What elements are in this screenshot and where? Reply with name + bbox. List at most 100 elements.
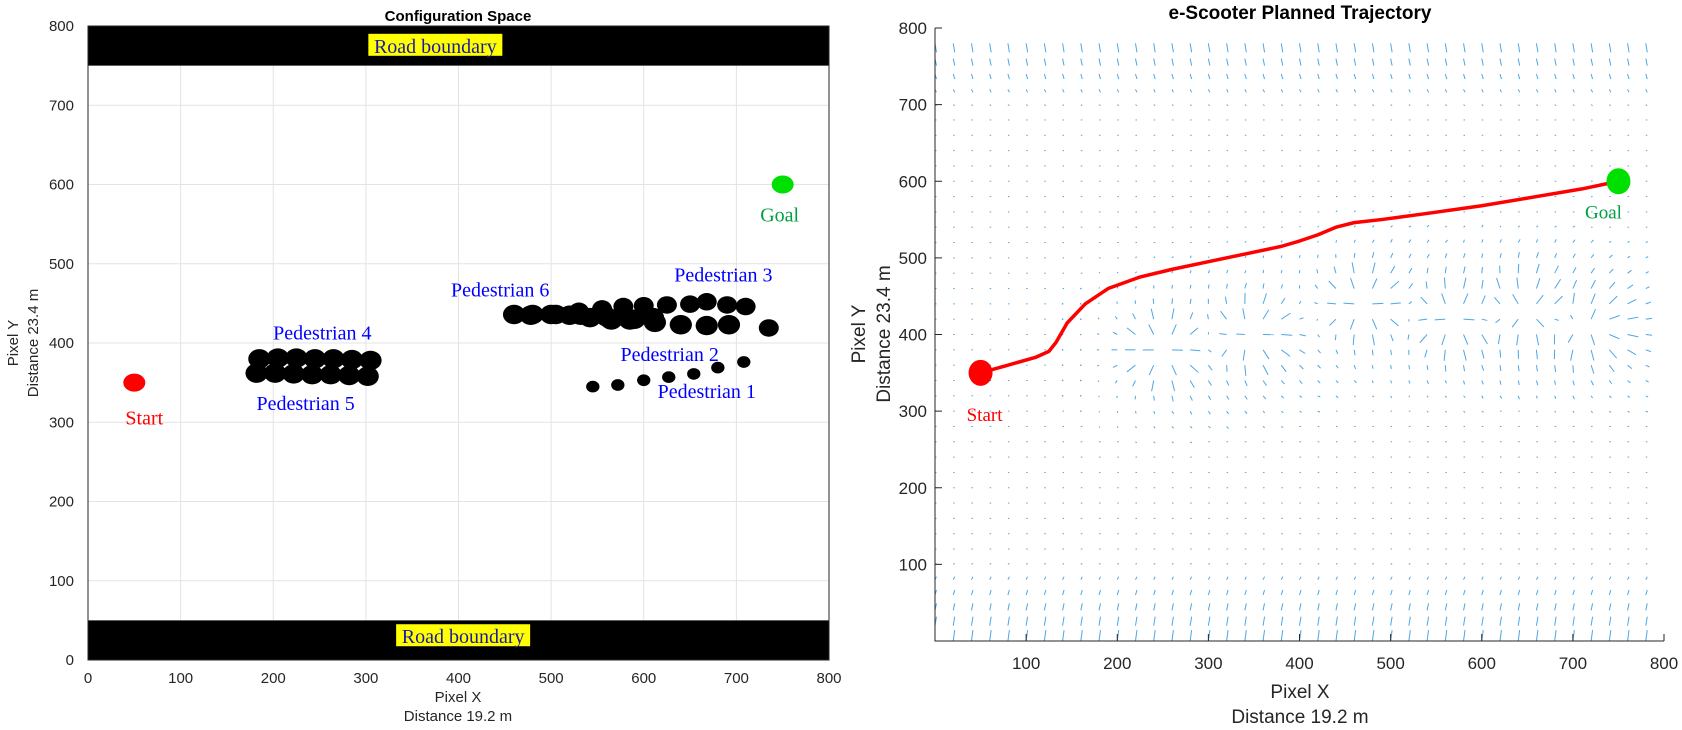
trajectory-line	[978, 179, 1621, 375]
right-y-tick-label: 500	[899, 249, 927, 268]
quiver-arrow	[1353, 616, 1357, 626]
quiver-arrow	[970, 43, 974, 53]
quiver-arrow	[1317, 603, 1320, 611]
quiver-arrow	[1441, 334, 1446, 346]
quiver-arrow	[952, 104, 956, 107]
quiver-arrow	[1171, 73, 1174, 80]
quiver-arrow	[1208, 562, 1211, 565]
quiver-arrow	[1590, 279, 1596, 289]
quiver-arrow	[1590, 43, 1594, 53]
quiver-arrow	[1499, 365, 1502, 371]
right-y-tick-label: 700	[899, 96, 927, 115]
quiver-arrow	[1608, 576, 1612, 580]
quiver-arrow	[1371, 252, 1375, 258]
quiver-arrow	[1353, 58, 1357, 66]
quiver-arrow	[1262, 603, 1266, 611]
quiver-arrow	[952, 603, 956, 611]
quiver-arrow	[1572, 73, 1575, 80]
quiver-arrow	[1353, 210, 1356, 213]
left-y-tick-label: 800	[49, 18, 74, 35]
quiver-arrow	[1572, 253, 1576, 259]
quiver-arrow	[1025, 58, 1029, 66]
quiver-arrow	[1097, 333, 1100, 335]
quiver-arrow	[1408, 365, 1411, 370]
quiver-dot	[1061, 395, 1064, 397]
quiver-arrow	[1112, 331, 1118, 335]
quiver-arrow	[1280, 630, 1284, 642]
quiver-arrow	[1226, 616, 1229, 626]
pedestrian-marker	[266, 348, 289, 368]
quiver-arrow	[1189, 441, 1193, 444]
quiver-arrow	[1426, 89, 1430, 93]
quiver-arrow	[1426, 395, 1429, 398]
quiver-arrow	[1226, 410, 1230, 415]
left-y-tick-label: 400	[49, 335, 74, 352]
quiver-arrow	[1097, 317, 1100, 320]
quiver-arrow	[1244, 589, 1247, 596]
pedestrian-marker	[611, 379, 625, 391]
left-xlabel-2: Distance 19.2 m	[404, 708, 512, 725]
quiver-arrow	[1116, 104, 1120, 107]
quiver-arrow	[1134, 589, 1138, 596]
quiver-arrow	[1335, 616, 1338, 626]
quiver-arrow	[1097, 364, 1100, 367]
pedestrian-marker	[359, 350, 382, 371]
left-x-tick-label: 800	[816, 670, 841, 687]
right-axes	[934, 28, 1664, 642]
quiver-arrow	[1189, 104, 1192, 107]
quiver-arrow	[1371, 365, 1374, 369]
quiver-arrow	[1497, 334, 1501, 345]
quiver-arrow	[1335, 576, 1338, 580]
quiver-arrow	[1221, 349, 1228, 357]
quiver-arrow	[1481, 380, 1484, 385]
quiver-arrow	[1372, 210, 1375, 213]
quiver-arrow	[1262, 630, 1266, 642]
quiver-arrow	[1043, 589, 1047, 596]
quiver-arrow	[1463, 380, 1466, 385]
quiver-arrow	[1189, 298, 1192, 304]
quiver-arrow	[1189, 589, 1193, 596]
quiver-arrow	[989, 73, 992, 80]
quiver-arrow	[1499, 89, 1502, 93]
quiver-arrow	[1463, 266, 1466, 274]
quiver-arrow	[1207, 589, 1211, 596]
quiver-arrow	[1244, 89, 1247, 93]
quiver-arrow	[1572, 562, 1575, 565]
quiver-arrow	[1262, 43, 1266, 53]
quiver-arrow	[1408, 283, 1414, 289]
quiver-arrow	[1481, 58, 1484, 66]
quiver-arrow	[1408, 73, 1411, 80]
quiver-arrow	[970, 630, 974, 642]
pedestrian-marker	[623, 309, 646, 329]
pedestrian-marker	[319, 364, 342, 385]
quiver-arrow	[1645, 43, 1648, 53]
quiver-arrow	[1329, 318, 1337, 326]
quiver-arrow	[1262, 89, 1265, 93]
quiver-arrow	[1390, 104, 1393, 107]
quiver-arrow	[1226, 562, 1229, 565]
right-x-tick-label: 600	[1468, 654, 1496, 673]
quiver-arrow	[1535, 277, 1541, 289]
quiver-arrow	[1499, 253, 1502, 259]
goal-label: Goal	[1585, 202, 1622, 223]
quiver-arrow	[1353, 239, 1356, 243]
quiver-arrow	[1098, 43, 1102, 53]
quiver-arrow	[1499, 104, 1502, 107]
quiver-arrow	[1426, 73, 1430, 80]
quiver-arrow	[1645, 89, 1648, 93]
quiver-arrow	[1481, 334, 1488, 345]
quiver-arrow	[1627, 364, 1633, 369]
quiver-arrow	[1408, 616, 1411, 626]
quiver-arrow	[1590, 410, 1593, 413]
quiver-arrow	[1316, 318, 1319, 321]
quiver-arrow	[1189, 630, 1193, 642]
quiver-arrow	[1554, 576, 1557, 580]
quiver-arrow	[1371, 43, 1375, 53]
start-marker	[123, 373, 146, 392]
quiver-arrow	[1535, 589, 1539, 596]
quiver-arrow	[1007, 576, 1010, 580]
quiver-arrow	[989, 589, 992, 596]
quiver-arrow	[1444, 58, 1448, 66]
quiver-arrow	[952, 73, 956, 80]
quiver-arrow	[1463, 253, 1466, 259]
